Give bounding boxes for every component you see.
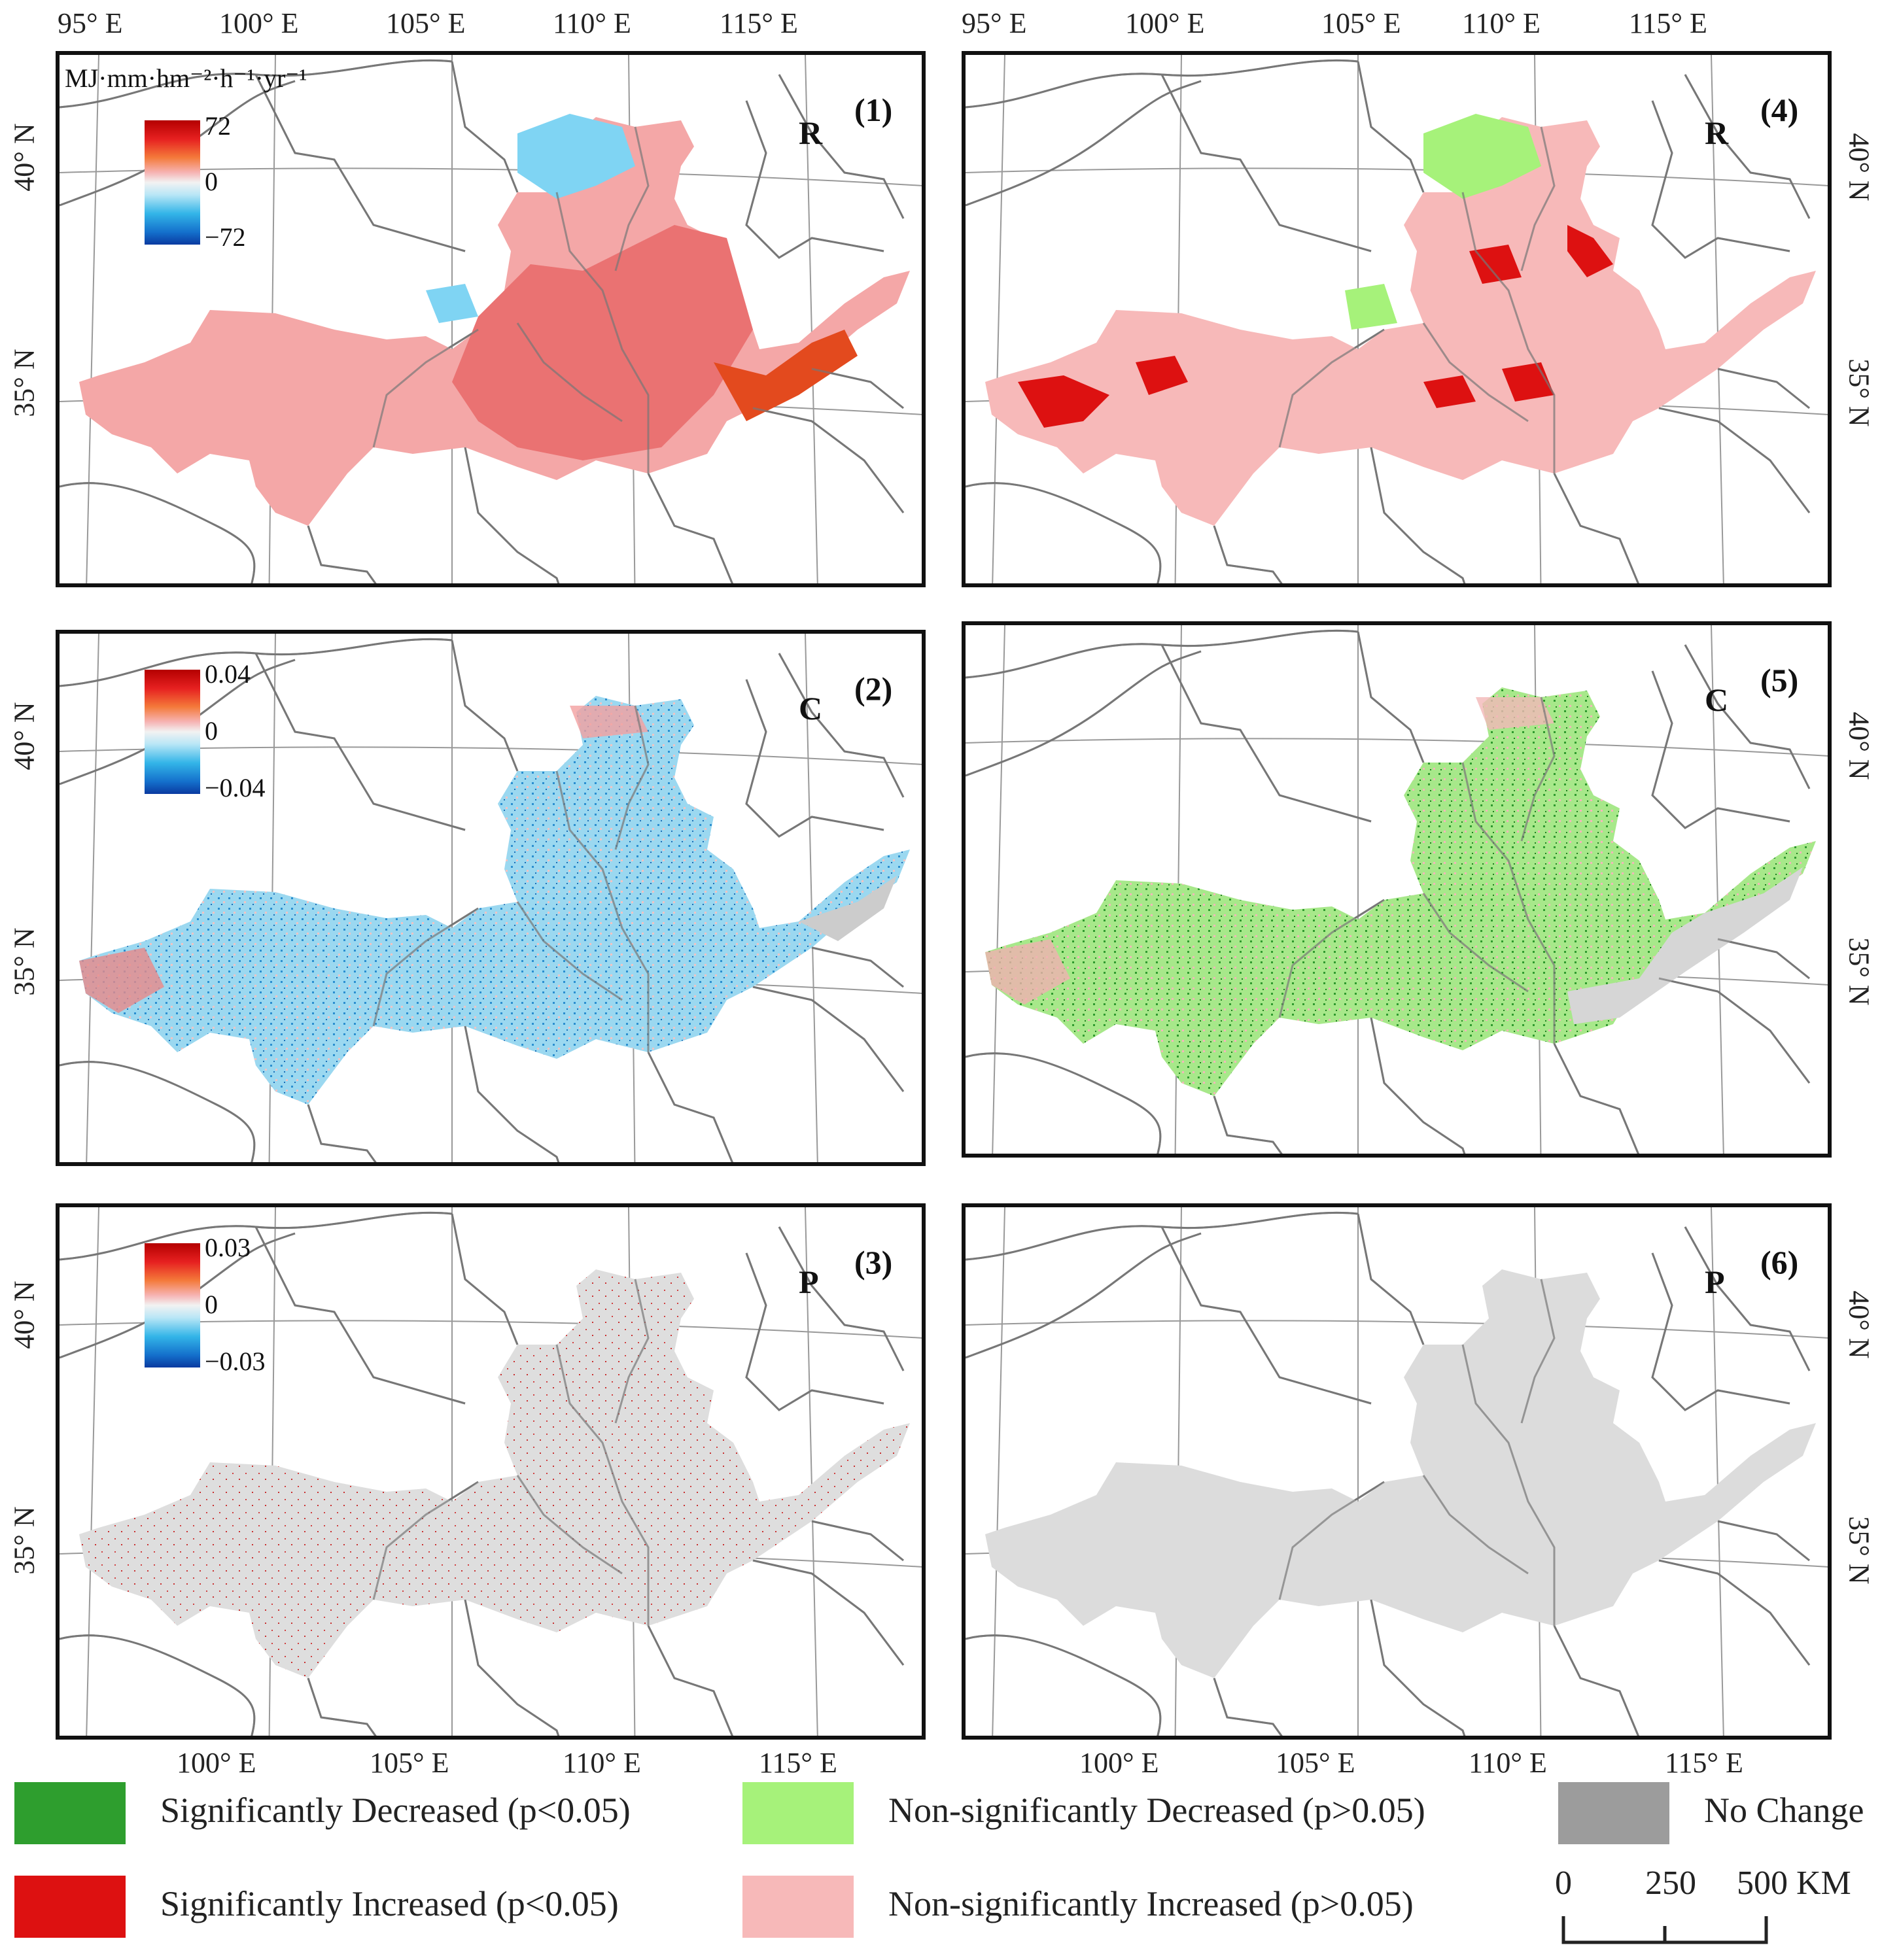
scale-label-500: 500 KM	[1737, 1865, 1851, 1902]
c5-nochange-east	[1567, 867, 1803, 1024]
legend-swatch-sig-decreased	[14, 1782, 126, 1844]
lon-tick-95-right: 95° E	[962, 7, 1027, 39]
r4-nonsig-decrease-north	[1423, 114, 1541, 199]
panel-number-2: (2)	[854, 670, 893, 707]
lat-tick-40-row1: 40° N	[8, 123, 41, 192]
panel-number-1: (1)	[854, 92, 893, 128]
panel-number-6: (6)	[1760, 1244, 1799, 1281]
map-panel-2: 0.04 0 −0.04 C (2)	[56, 630, 926, 1166]
colorbar-panel-2	[145, 670, 200, 794]
legend-swatch-nonsig-decreased	[742, 1782, 854, 1844]
panel-number-3: (3)	[854, 1244, 893, 1281]
r4-nonsig-decrease-west	[1345, 284, 1397, 330]
colorbar-max-2: 0.04	[205, 659, 251, 689]
lat-tick-40-right-row3: 40° N	[1843, 1290, 1875, 1359]
lon-tick-100-bottom-left: 100° E	[177, 1747, 256, 1779]
lon-tick-105-bottom-right: 105° E	[1276, 1747, 1355, 1779]
map-panel-2-svg	[60, 634, 922, 1162]
map-panel-6-svg	[966, 1207, 1828, 1736]
factor-label-5: C	[1705, 681, 1729, 718]
colorbar-mid-2: 0	[205, 716, 218, 746]
lon-tick-110-bottom-left: 110° E	[563, 1747, 641, 1779]
map-panel-6: P (6)	[962, 1203, 1832, 1740]
lon-tick-110-left: 110° E	[553, 7, 631, 39]
unit-label: MJ·mm·hm⁻²·h⁻¹·yr⁻¹	[65, 63, 307, 93]
r4-sig-increase-west	[1018, 375, 1109, 428]
lon-tick-115-right: 115° E	[1629, 7, 1707, 39]
lat-tick-35-right-row3: 35° N	[1843, 1516, 1875, 1585]
lon-tick-115-bottom-left: 115° E	[759, 1747, 837, 1779]
factor-label-6: P	[1705, 1264, 1725, 1300]
legend-swatch-no-change	[1558, 1782, 1669, 1844]
lat-tick-35-right-row2: 35° N	[1843, 937, 1875, 1006]
colorbar-panel-1	[145, 120, 200, 245]
lat-tick-35-row1: 35° N	[8, 349, 41, 417]
lat-tick-40-row2: 40° N	[8, 702, 41, 770]
colorbar-mid-3: 0	[205, 1290, 218, 1319]
map-panel-1: MJ·mm·hm⁻²·h⁻¹·yr⁻¹ 72 0 −72 R (1)	[56, 51, 926, 587]
legend-swatch-sig-increased	[14, 1876, 126, 1938]
lat-tick-35-row3: 35° N	[8, 1506, 41, 1575]
colorbar-min-3: −0.03	[205, 1347, 266, 1376]
colorbar-max-1: 72	[205, 111, 231, 141]
factor-label-1: R	[799, 114, 823, 151]
colorbar-max-3: 0.03	[205, 1233, 251, 1262]
r-high-region	[452, 225, 753, 460]
lon-tick-100-left: 100° E	[219, 7, 299, 39]
r-orange-strip	[714, 330, 858, 421]
scale-label-250: 250	[1645, 1865, 1696, 1902]
r4-sig-increase-east	[1567, 225, 1613, 277]
colorbar-mid-1: 0	[205, 167, 218, 196]
colorbar-min-2: −0.04	[205, 773, 266, 802]
c5-increase-west	[985, 939, 1070, 1005]
c-increase-west	[79, 948, 164, 1013]
r-decrease-region	[517, 114, 635, 199]
map-panel-1-svg	[60, 55, 922, 583]
r4-sig-increase-south	[1423, 375, 1476, 408]
lat-tick-40-row3: 40° N	[8, 1281, 41, 1349]
lon-tick-105-right: 105° E	[1321, 7, 1401, 39]
lon-tick-115-bottom-right: 115° E	[1665, 1747, 1743, 1779]
c5-increase-north	[1476, 697, 1554, 730]
map-panel-4-svg	[966, 55, 1828, 583]
lon-tick-105-bottom-left: 105° E	[370, 1747, 449, 1779]
lon-tick-115-left: 115° E	[720, 7, 798, 39]
lat-tick-40-right-row1: 40° N	[1843, 133, 1875, 201]
factor-label-4: R	[1705, 114, 1729, 151]
legend-swatch-nonsig-increased	[742, 1876, 854, 1938]
panel-number-4: (4)	[1760, 92, 1799, 128]
legend-label-sig-decreased: Significantly Decreased (p<0.05)	[160, 1791, 631, 1830]
lat-tick-35-right-row1: 35° N	[1843, 358, 1875, 427]
lon-tick-95-left: 95° E	[58, 7, 123, 39]
r-decrease-patch	[426, 284, 478, 323]
colorbar-panel-3	[145, 1243, 200, 1367]
lon-tick-100-right: 100° E	[1125, 7, 1205, 39]
lon-tick-100-bottom-right: 100° E	[1079, 1747, 1159, 1779]
legend-label-no-change: No Change	[1704, 1791, 1864, 1830]
panel-number-5: (5)	[1760, 662, 1799, 698]
factor-label-2: C	[799, 690, 823, 727]
map-panel-3: 0.03 0 −0.03 P (3)	[56, 1203, 926, 1740]
colorbar-min-1: −72	[205, 222, 246, 252]
scale-label-0: 0	[1555, 1865, 1572, 1902]
legend-label-nonsig-decreased: Non-significantly Decreased (p>0.05)	[888, 1791, 1425, 1830]
lon-tick-110-bottom-right: 110° E	[1469, 1747, 1547, 1779]
legend-label-sig-increased: Significantly Increased (p<0.05)	[160, 1884, 619, 1923]
lon-tick-105-left: 105° E	[386, 7, 466, 39]
c-nochange-east	[799, 876, 897, 941]
r4-sig-increase-center	[1469, 245, 1522, 284]
map-panel-5: C (5)	[962, 621, 1832, 1158]
map-panel-4: R (4)	[962, 51, 1832, 587]
legend-label-nonsig-increased: Non-significantly Increased (p>0.05)	[888, 1884, 1414, 1923]
lon-tick-110-right: 110° E	[1462, 7, 1541, 39]
r4-sig-increase-west2	[1136, 356, 1188, 395]
c-increase-north	[570, 706, 648, 738]
lat-tick-40-right-row2: 40° N	[1843, 712, 1875, 780]
map-panel-5-svg	[966, 625, 1828, 1154]
scale-bar	[1561, 1916, 1768, 1944]
factor-label-3: P	[799, 1264, 819, 1300]
lat-tick-35-row2: 35° N	[8, 927, 41, 996]
